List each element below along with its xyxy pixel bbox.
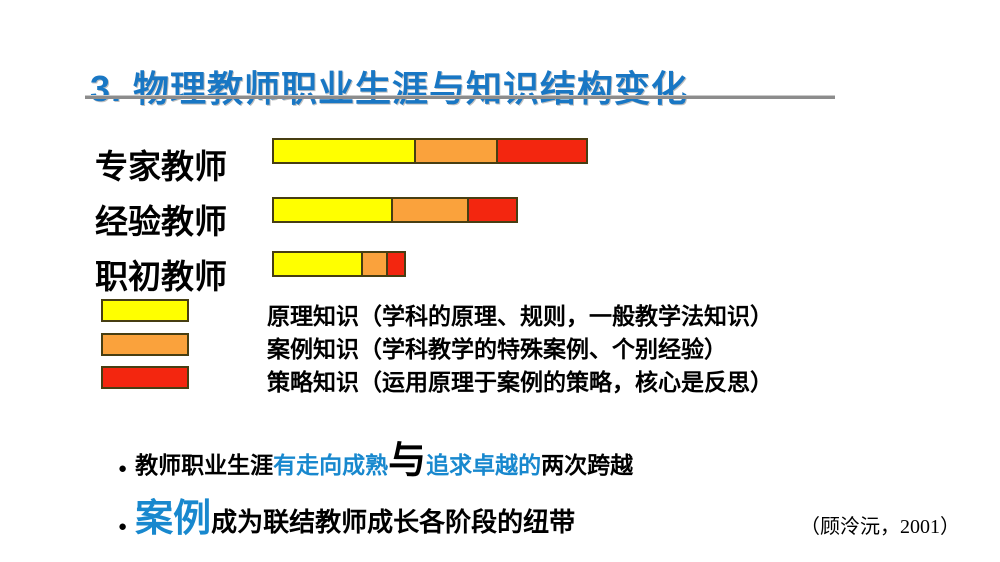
legend-swatch-principle — [101, 299, 189, 322]
legend-swatch-case — [101, 333, 189, 356]
bar-segment-principle — [274, 140, 414, 162]
bullet1-highlight-2: 追求卓越的 — [426, 452, 542, 478]
stacked-bar-novice — [272, 251, 406, 277]
legend-label-case: 案例知识（学科教学的特殊案例、个别经验） — [267, 336, 727, 362]
bar-segment-strategy — [496, 140, 586, 162]
bullet-case-link: ● 案例成为联结教师成长各阶段的纽带 — [118, 487, 575, 542]
bullet2-text: 成为联结教师成长各阶段的纽带 — [211, 507, 576, 537]
bullet1-highlight-1: 有走向成熟 — [273, 452, 389, 478]
bar-segment-case — [414, 140, 496, 162]
bullet2-keyword-case: 案例 — [135, 498, 212, 540]
bullet1-big-connector: 与 — [388, 440, 427, 482]
citation: （顾泠沅，2001） — [800, 516, 960, 538]
bullet1-text-1: 教师职业生涯 — [135, 452, 274, 478]
bar-segment-strategy — [467, 199, 516, 221]
bar-segment-strategy — [386, 253, 404, 275]
legend-label-principle: 原理知识（学科的原理、规则，一般教学法知识） — [267, 303, 773, 329]
bar-segment-principle — [274, 253, 361, 275]
bar-segment-principle — [274, 199, 391, 221]
row-label-experienced: 经验教师 — [95, 203, 227, 240]
bullet-icon: ● — [118, 460, 128, 478]
legend-label-strategy: 策略知识（运用原理于案例的策略，核心是反思） — [267, 369, 773, 395]
bullet1-text-2: 两次跨越 — [541, 452, 634, 478]
stacked-bar-experienced — [272, 197, 518, 223]
bar-segment-case — [361, 253, 386, 275]
row-label-novice: 职初教师 — [95, 258, 227, 295]
title-divider — [85, 95, 835, 99]
stacked-bar-expert — [272, 138, 588, 164]
bar-segment-case — [391, 199, 467, 221]
page-title: 3. 物理教师职业生涯与知识结构变化 — [90, 68, 689, 110]
bullet-career-leaps: ● 教师职业生涯有走向成熟与追求卓越的两次跨越 — [118, 429, 633, 484]
legend-swatch-strategy — [101, 366, 189, 389]
bullet-icon: ● — [118, 518, 128, 536]
row-label-expert: 专家教师 — [95, 148, 227, 185]
